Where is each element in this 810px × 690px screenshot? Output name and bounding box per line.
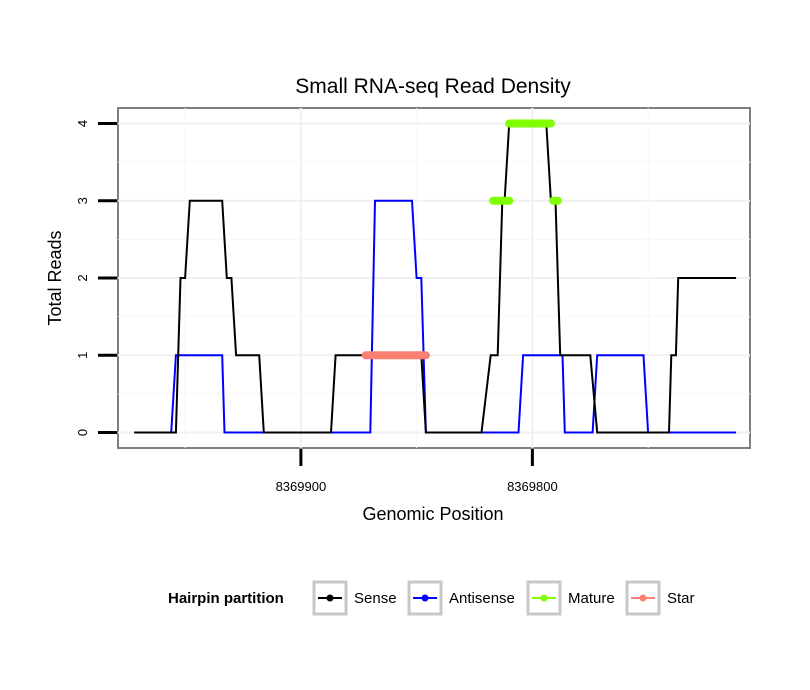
x-tick-label: 8369800 bbox=[507, 479, 558, 494]
x-axis-title: Genomic Position bbox=[362, 504, 503, 524]
chart-title: Small RNA-seq Read Density bbox=[295, 75, 571, 98]
x-axis: 8369900 8369800 bbox=[276, 449, 558, 494]
y-axis: 0 1 2 3 4 bbox=[75, 120, 117, 436]
legend-key-point bbox=[540, 594, 548, 602]
legend-item-star: Star bbox=[625, 580, 695, 616]
series-line-sense bbox=[134, 122, 737, 434]
legend-item-mature: Mature bbox=[526, 580, 615, 616]
y-tick-label: 0 bbox=[75, 429, 90, 436]
legend-title: Hairpin partition bbox=[168, 590, 284, 607]
plot-panel bbox=[117, 107, 751, 449]
legend-label: Star bbox=[667, 590, 695, 607]
legend-key-point bbox=[639, 594, 647, 602]
legend-label: Mature bbox=[568, 590, 615, 607]
legend-key-point bbox=[421, 594, 429, 602]
y-tick-label: 3 bbox=[75, 197, 90, 204]
x-tick-label: 8369900 bbox=[276, 479, 327, 494]
y-axis-title: Total Reads bbox=[45, 230, 65, 325]
y-tick-label: 4 bbox=[75, 120, 90, 127]
legend-label: Antisense bbox=[449, 590, 515, 607]
series-layer bbox=[134, 119, 737, 434]
legend-item-antisense: Antisense bbox=[407, 580, 515, 616]
legend-key-point bbox=[326, 594, 334, 602]
legend-entries: Sense Antisense Mature Star bbox=[312, 580, 695, 616]
y-tick-label: 1 bbox=[75, 352, 90, 359]
legend-item-sense: Sense bbox=[312, 580, 397, 616]
y-tick-label: 2 bbox=[75, 274, 90, 281]
legend-label: Sense bbox=[354, 590, 397, 607]
legend: Hairpin partition Sense Antisense Mature St… bbox=[168, 580, 695, 616]
series-line-antisense bbox=[134, 199, 737, 434]
